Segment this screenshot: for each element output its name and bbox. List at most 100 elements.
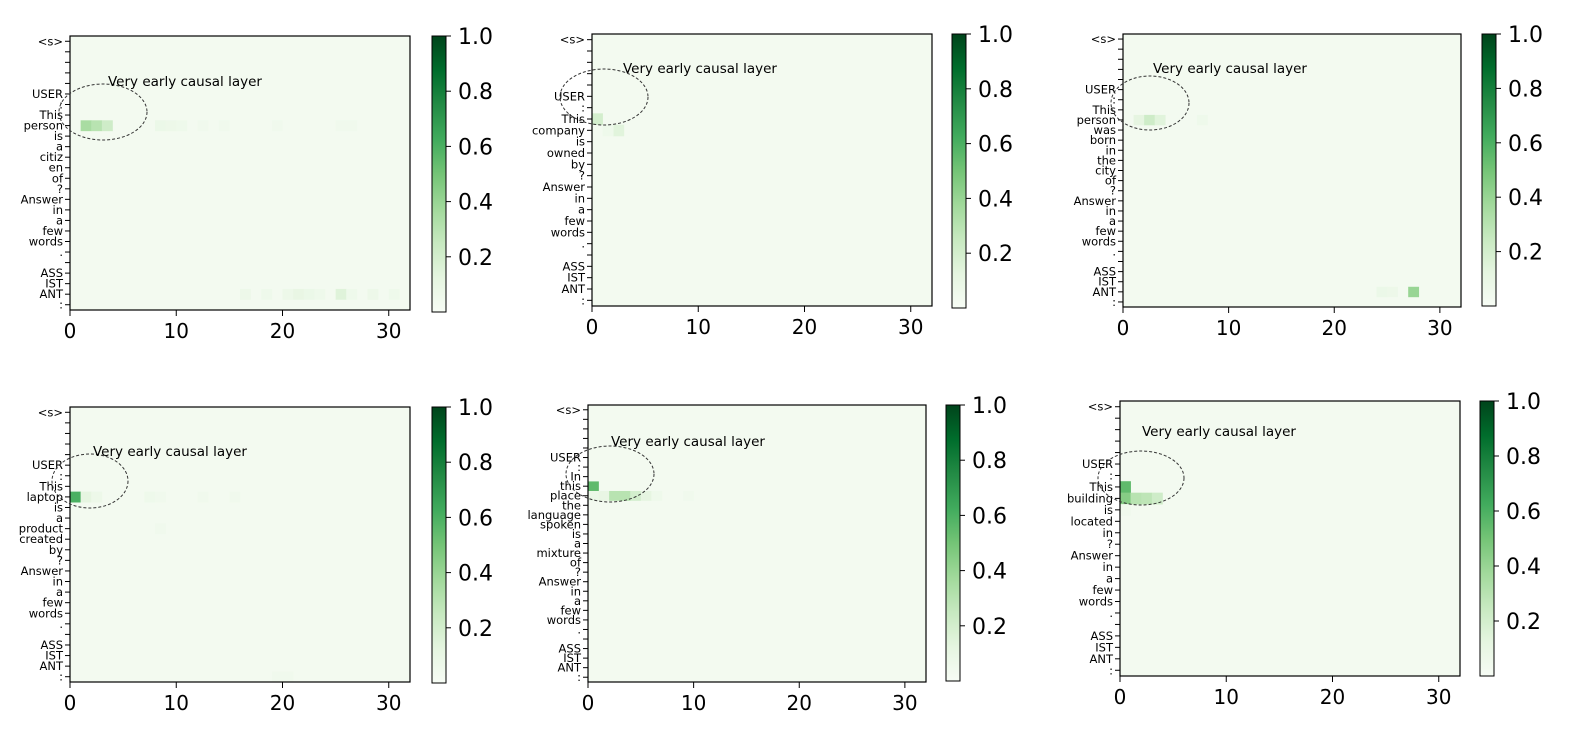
colorbar: 0.2 0.4 0.6 0.8 1.0 — [1479, 390, 1541, 677]
heatmap-cell — [602, 124, 614, 137]
heatmap-cell — [229, 491, 241, 503]
y-tick-label: en — [49, 161, 63, 175]
heatmap-cell — [1151, 492, 1163, 505]
y-tick-label: : — [1112, 93, 1116, 107]
colorbar-tick-label: 0.2 — [978, 242, 1013, 267]
y-tick-label: : — [581, 293, 585, 307]
annotation-ellipse — [58, 83, 148, 141]
y-tick-label: the — [562, 498, 581, 512]
colorbar-gradient — [431, 35, 447, 313]
y-tick-label: building — [1067, 491, 1113, 505]
heatmap-cell — [271, 120, 283, 132]
heatmap-cell — [640, 490, 652, 501]
heatmap-cell — [91, 120, 103, 132]
y-tick-label: in — [53, 203, 63, 217]
y-tick-label: words — [29, 606, 63, 620]
x-tick-label: 20 — [270, 691, 295, 715]
heatmap-background — [70, 36, 410, 310]
colorbar-tick-label: 1.0 — [978, 23, 1013, 48]
y-tick-label: is — [1104, 503, 1113, 517]
y-tick-label: ANT — [558, 661, 582, 675]
y-tick-label: . — [59, 617, 63, 631]
y-tick-label: <s> — [1088, 400, 1113, 414]
colorbar-tick-label: 0.2 — [458, 246, 493, 271]
x-tick-label: 10 — [1216, 316, 1241, 340]
colorbar-gradient — [951, 33, 967, 309]
heatmap-cell — [80, 491, 92, 503]
colorbar-tick-label: 0.6 — [1506, 500, 1541, 525]
heatmap-cell — [240, 288, 251, 300]
heatmap-cell — [592, 113, 603, 125]
colorbar-tick-label: 1.0 — [1508, 23, 1543, 48]
y-tick-label: by — [571, 157, 585, 171]
x-tick-label: 0 — [586, 315, 599, 339]
y-tick-label: words — [547, 613, 581, 627]
heatmap-cell — [165, 120, 177, 132]
y-tick-label: <s> — [38, 34, 63, 48]
heatmap-background — [588, 405, 926, 682]
y-tick-label: ANT — [1093, 285, 1117, 299]
axes-frame — [69, 35, 411, 311]
y-tick-label: born — [1090, 133, 1116, 147]
heatmap-cell — [1144, 114, 1155, 126]
heatmap-cell — [314, 288, 326, 300]
colorbar: 0.2 0.4 0.6 0.8 1.0 — [951, 23, 1013, 309]
y-tick-label: : — [1109, 468, 1113, 482]
heatmap-cell — [609, 490, 620, 501]
heatmap-cell — [282, 288, 294, 300]
heatmap-background — [70, 407, 410, 682]
y-tick-label: spoken — [540, 517, 581, 531]
y-tick-label: was — [1094, 123, 1116, 137]
x-tick-label: 0 — [1114, 685, 1127, 709]
heatmap-cell — [91, 491, 103, 503]
x-tick-label: 10 — [681, 691, 706, 715]
y-tick-label: created — [19, 532, 63, 546]
y-tick-label: in — [1103, 560, 1113, 574]
y-tick-label: ? — [575, 565, 581, 579]
heatmap-cell — [1120, 481, 1131, 493]
heatmap-cell — [613, 124, 625, 137]
x-tick-label: 30 — [376, 691, 401, 715]
heatmap-panel-5: <s>USER:Inthisplacethelanguagespokenisam… — [527, 394, 1007, 715]
heatmap-cell — [1120, 504, 1131, 516]
y-tick-label: <s> — [38, 405, 63, 419]
x-tick-label: 30 — [892, 691, 917, 715]
y-tick-label: USER — [32, 87, 63, 101]
heatmap-cell — [1130, 492, 1142, 505]
heatmap-cell — [388, 288, 400, 300]
y-tick-label: IST — [567, 271, 586, 285]
y-tick-label: ? — [57, 553, 63, 567]
y-tick-label: USER — [32, 458, 63, 472]
annotation-ellipse — [51, 453, 129, 509]
colorbar-gradient — [431, 406, 447, 684]
heatmap-cell — [619, 490, 631, 501]
y-tick-label: ? — [1110, 184, 1116, 198]
colorbar-tick-label: 0.8 — [1508, 77, 1543, 102]
y-tick-label: IST — [45, 277, 64, 291]
colorbar-tick-label: 0.6 — [458, 506, 493, 531]
x-tick-label: 0 — [64, 691, 77, 715]
y-tick-label: ANT — [1090, 652, 1114, 666]
heatmap-cell — [1196, 114, 1208, 126]
heatmap-cell — [218, 120, 230, 132]
y-tick-label: a — [1109, 214, 1116, 228]
colorbar-tick-label: 0.2 — [1506, 610, 1541, 635]
heatmap-cell — [335, 288, 347, 300]
colorbar-tick-label: 0.4 — [972, 560, 1007, 585]
y-tick-label: This — [1092, 103, 1117, 117]
colorbar-tick-label: 0.8 — [972, 449, 1007, 474]
y-tick-label: In — [570, 470, 581, 484]
colorbar-tick-label: 0.4 — [978, 187, 1013, 212]
axes-frame — [69, 406, 411, 683]
x-tick-label: 0 — [582, 691, 595, 715]
colorbar-tick-label: 1.0 — [972, 394, 1007, 419]
annotation-ellipse — [565, 445, 655, 503]
y-tick-label: city — [1095, 164, 1116, 178]
annotation-label: Very early causal layer — [623, 61, 777, 77]
colorbar-tick-label: 1.0 — [1506, 390, 1541, 415]
y-tick-label: Answer — [539, 575, 582, 589]
y-tick-label: IST — [1098, 275, 1117, 289]
colorbar-tick-label: 0.4 — [458, 562, 493, 587]
x-tick-label: 0 — [1117, 316, 1130, 340]
